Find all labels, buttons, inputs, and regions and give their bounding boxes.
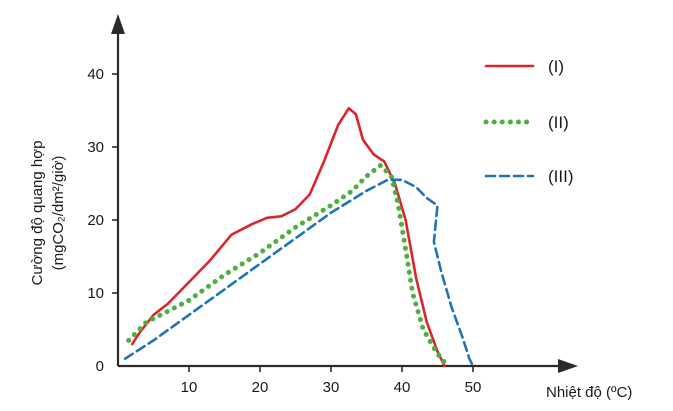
x-tick-label: 30: [323, 379, 340, 396]
y-tick-label: 10: [87, 285, 104, 302]
y-axis-arrow: [111, 14, 125, 34]
x-tick-label: 50: [465, 379, 482, 396]
legend: (I) (II) (III): [483, 57, 574, 186]
y-axis-title-line2: (mgCO₂/dm²/giờ): [50, 156, 67, 271]
series-line-1: [130, 107, 446, 368]
series-group: [123, 107, 475, 369]
y-tick-label: 20: [87, 212, 104, 229]
x-tick-label: 20: [252, 379, 269, 396]
series-line-3: [123, 178, 475, 368]
ticks: 10 20 30 40 50 0 10 20 30 40: [87, 66, 481, 396]
legend-label-2: (II): [548, 113, 569, 132]
axes: [111, 14, 578, 373]
x-axis-arrow: [558, 359, 578, 373]
x-axis-title: Nhiệt độ (ºC): [546, 384, 632, 401]
series-line-2: [126, 162, 451, 369]
y-axis-title-line1: Cường độ quang hợp: [29, 141, 46, 286]
y-tick-label: 0: [96, 358, 104, 375]
y-tick-label: 40: [87, 66, 104, 83]
legend-label-3: (III): [548, 167, 574, 186]
legend-label-1: (I): [548, 57, 564, 76]
y-tick-label: 30: [87, 139, 104, 156]
x-tick-label: 40: [394, 379, 411, 396]
x-tick-label: 10: [181, 379, 198, 396]
